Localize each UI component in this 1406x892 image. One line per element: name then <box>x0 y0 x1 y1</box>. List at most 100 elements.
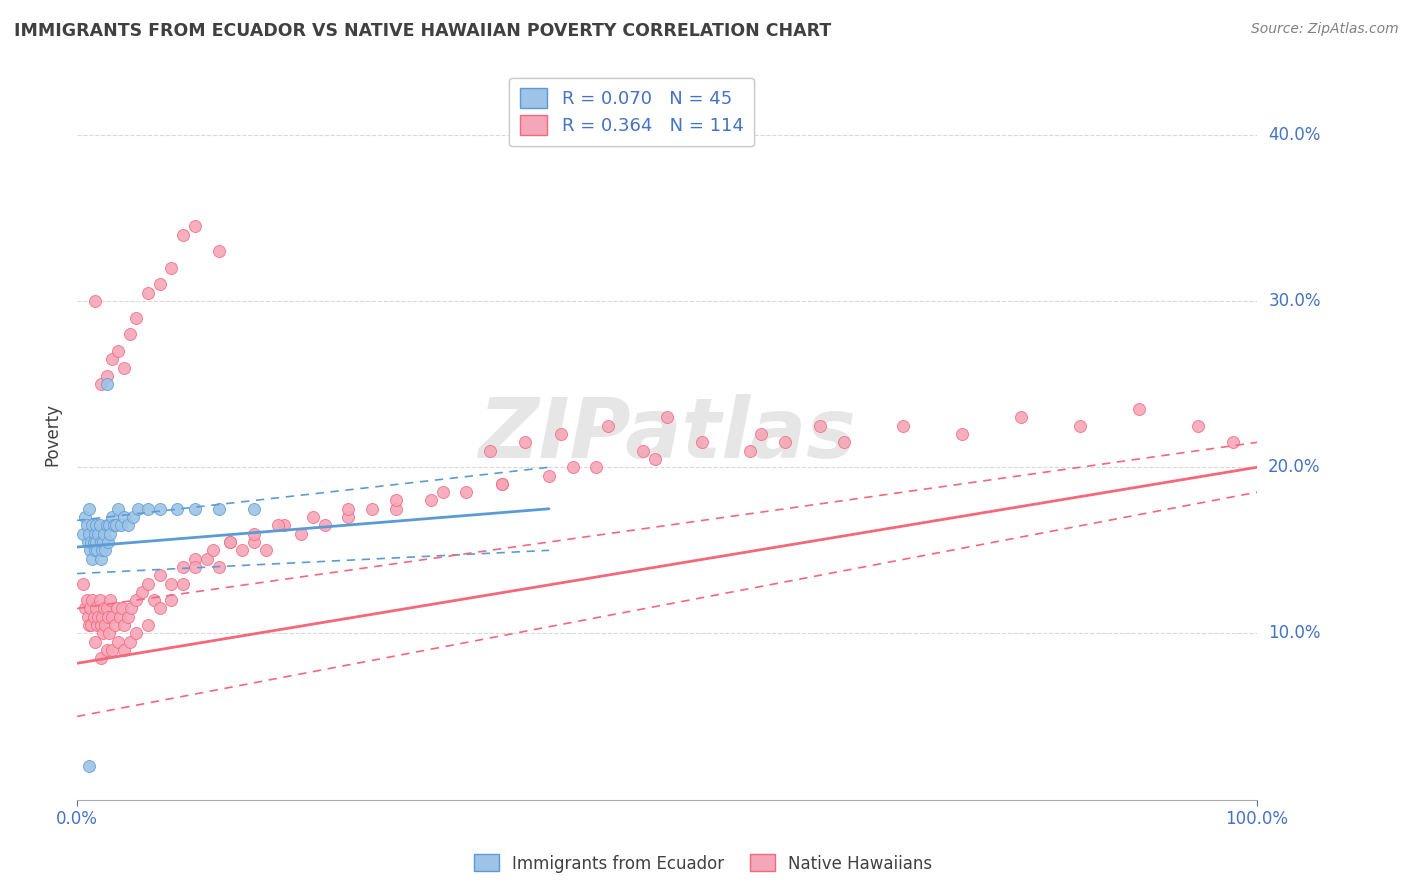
Legend: Immigrants from Ecuador, Native Hawaiians: Immigrants from Ecuador, Native Hawaiian… <box>467 847 939 880</box>
Point <box>83 526 105 541</box>
Point <box>184 219 207 234</box>
Point <box>75 510 97 524</box>
Point <box>98 593 121 607</box>
Point <box>117 518 139 533</box>
Text: Source: ZipAtlas.com: Source: ZipAtlas.com <box>1251 22 1399 37</box>
Point <box>83 294 105 309</box>
Point <box>80 535 103 549</box>
Point <box>420 493 443 508</box>
Point <box>77 501 100 516</box>
Point <box>82 551 104 566</box>
Point <box>644 452 666 467</box>
Point <box>655 410 678 425</box>
Point <box>96 643 118 657</box>
Point <box>82 593 104 607</box>
Point <box>1069 418 1091 433</box>
Point <box>254 543 277 558</box>
Point <box>120 634 142 648</box>
Point <box>112 510 135 524</box>
Point <box>184 551 207 566</box>
Point <box>1128 402 1150 417</box>
Point <box>77 618 100 632</box>
Point <box>97 609 120 624</box>
Point <box>131 585 153 599</box>
Point <box>160 576 183 591</box>
Point <box>491 476 513 491</box>
Point <box>83 535 105 549</box>
Point <box>84 535 107 549</box>
Point <box>136 618 159 632</box>
Point <box>76 535 98 549</box>
Point <box>90 543 112 558</box>
Point <box>91 626 114 640</box>
Point <box>120 327 142 342</box>
Point <box>77 526 100 541</box>
Point <box>125 626 148 640</box>
Point <box>89 518 111 533</box>
Point <box>136 576 159 591</box>
Point <box>101 510 124 524</box>
Point <box>314 518 336 533</box>
Point <box>149 601 172 615</box>
Point <box>120 601 142 615</box>
Point <box>79 543 101 558</box>
Point <box>273 518 295 533</box>
Point <box>1010 410 1032 425</box>
Point <box>90 551 112 566</box>
Point <box>172 576 194 591</box>
Point <box>160 593 183 607</box>
Point <box>950 427 973 442</box>
Point <box>243 535 266 549</box>
Point <box>751 427 773 442</box>
Point <box>107 501 129 516</box>
Point <box>832 435 855 450</box>
Point <box>596 418 619 433</box>
Point <box>90 651 112 665</box>
Text: IMMIGRANTS FROM ECUADOR VS NATIVE HAWAIIAN POVERTY CORRELATION CHART: IMMIGRANTS FROM ECUADOR VS NATIVE HAWAII… <box>14 22 831 40</box>
Point <box>79 601 101 615</box>
Point <box>93 601 115 615</box>
Point <box>302 510 325 524</box>
Point <box>82 518 104 533</box>
Point <box>101 352 124 367</box>
Point <box>1222 435 1244 450</box>
Point <box>149 277 172 292</box>
Point <box>172 560 194 574</box>
Point <box>101 643 124 657</box>
Point <box>107 634 129 648</box>
Point <box>384 493 406 508</box>
Text: 10.0%: 10.0% <box>1268 624 1320 642</box>
Point <box>121 510 143 524</box>
Point <box>108 609 131 624</box>
Point <box>550 427 572 442</box>
Point <box>84 518 107 533</box>
Point <box>86 618 108 632</box>
Point <box>105 601 128 615</box>
Point <box>96 377 118 392</box>
Point <box>89 593 111 607</box>
Point <box>142 593 165 607</box>
Point <box>456 485 478 500</box>
Point <box>149 568 172 582</box>
Text: 20.0%: 20.0% <box>1268 458 1320 476</box>
Point <box>96 601 118 615</box>
Point <box>98 526 121 541</box>
Point <box>72 576 94 591</box>
Point <box>125 310 148 325</box>
Point <box>117 609 139 624</box>
Point <box>86 543 108 558</box>
Point <box>491 476 513 491</box>
Point <box>112 618 135 632</box>
Point <box>290 526 312 541</box>
Point <box>80 618 103 632</box>
Point <box>104 618 127 632</box>
Point <box>219 535 242 549</box>
Point <box>97 518 120 533</box>
Point <box>93 526 115 541</box>
Point <box>633 443 655 458</box>
Point <box>1187 418 1209 433</box>
Point <box>184 560 207 574</box>
Point <box>83 634 105 648</box>
Legend: R = 0.070   N = 45, R = 0.364   N = 114: R = 0.070 N = 45, R = 0.364 N = 114 <box>509 78 754 146</box>
Point <box>111 601 134 615</box>
